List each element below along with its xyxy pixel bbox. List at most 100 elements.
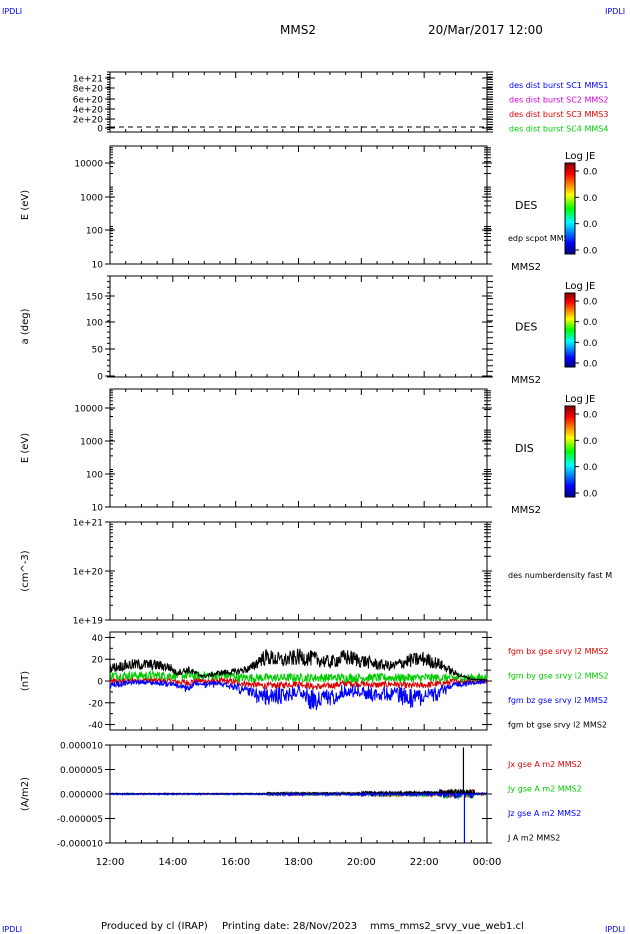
panel-1-frame <box>109 71 488 133</box>
panel-3-ytick-label: 0 <box>97 373 103 383</box>
footer-printing-date: Printing date: 28/Nov/2023 <box>222 921 357 932</box>
panel-6-ylabel: (nT) <box>20 671 31 691</box>
legend-fgm-3: fgm bz gse srvy l2 MMS2 <box>508 696 608 705</box>
panel-4-ytick-label: 1000 <box>80 438 103 448</box>
xaxis-tick-label: 14:00 <box>158 857 187 868</box>
panel-4-colorbar-tick-label: 0.0 <box>583 490 598 500</box>
panel-1-ytick-label: 0 <box>97 125 103 135</box>
panel-2-colorbar-tick-label: 0.0 <box>583 247 598 257</box>
panel-4-ylabel: E (eV) <box>20 433 31 463</box>
panel-4-instrument-label: DIS <box>515 442 534 455</box>
panel-6-ytick-label: 20 <box>92 656 104 666</box>
panel-1-ytick-label: 6e+20 <box>73 96 104 106</box>
panel-2-annotation: edp scpot MMS2 <box>508 234 574 243</box>
panel-4-colorbar-tick-label: 0.0 <box>583 411 598 421</box>
panel-2-spacecraft-label: MMS2 <box>511 262 541 273</box>
corner-label-top-left: IPDLI <box>2 7 22 16</box>
panel-2-colorbar-tick-label: 0.0 <box>583 194 598 204</box>
panel-6-ytick-label: -40 <box>88 721 103 731</box>
panel-7-ylabel: (A/m2) <box>20 777 31 811</box>
legend-des-numberdensity: des numberdensity fast M <box>508 571 612 580</box>
panel-2-ytick-label: 100 <box>86 227 103 237</box>
footer-produced-by: Produced by cl (IRAP) <box>101 921 208 932</box>
corner-label-bottom-left: IPDLI <box>2 925 22 934</box>
panel-2-ytick-label: 1000 <box>80 194 103 204</box>
fgm-by-series <box>109 669 488 684</box>
panel-1-ytick-label: 1e+21 <box>73 75 103 85</box>
legend-des-dist-sc2: des dist burst SC2 MMS2 <box>509 96 608 105</box>
panel-3-colorbar-tick-label: 0.0 <box>583 318 598 328</box>
legend-des-dist-sc3: des dist burst SC3 MMS3 <box>509 110 608 119</box>
panel-2-colorbar-title: Log JE <box>565 151 595 162</box>
panel-5-ylabel: (cm^-3) <box>20 550 31 591</box>
panel-5-frame <box>109 521 488 621</box>
panel-1-ytick-label: 8e+20 <box>73 85 104 95</box>
panel-2-frame <box>109 145 488 265</box>
legend-fgm-2: fgm by gse srvy l2 MMS2 <box>508 672 609 681</box>
panel-2-ytick-label: 10000 <box>74 160 103 170</box>
panel-3-instrument-label: DES <box>515 321 537 334</box>
spacecraft-title: MMS2 <box>280 23 316 37</box>
xaxis-tick-label: 20:00 <box>347 857 376 868</box>
xaxis-tick-label: 12:00 <box>96 857 125 868</box>
panel-3-colorbar-title: Log JE <box>565 281 595 292</box>
panel-4-colorbar-title: Log JE <box>565 394 595 405</box>
panel-4-ytick-label: 10000 <box>74 405 103 415</box>
panel-3-colorbar-tick-label: 0.0 <box>583 298 598 308</box>
panel-3-ytick-label: 100 <box>86 319 103 329</box>
fgm-bz-series <box>109 678 488 711</box>
panel-2-ytick-label: 10 <box>92 261 104 271</box>
corner-label-top-right: IPDLI <box>605 7 625 16</box>
panel-1-ytick-label: 2e+20 <box>73 116 104 126</box>
panel-4-colorbar <box>564 405 576 498</box>
legend-j-1: Jx gse A m2 MMS2 <box>507 760 582 769</box>
legend-j-2: Jy gse A m2 MMS2 <box>507 785 582 794</box>
xaxis-tick-label: 22:00 <box>410 857 439 868</box>
panel-2-instrument-label: DES <box>515 199 537 212</box>
panel-3-ytick-label: 50 <box>92 346 104 356</box>
panel-6-ytick-label: -20 <box>88 699 103 709</box>
panel-7-ytick-label: 0.000000 <box>60 791 103 801</box>
legend-j-3: Jz gse A m2 MMS2 <box>507 809 581 818</box>
panel-2-colorbar-tick-label: 0.0 <box>583 220 598 230</box>
legend-des-dist-sc1: des dist burst SC1 MMS1 <box>509 81 608 90</box>
panel-1-ytick-label: 4e+20 <box>73 106 104 116</box>
panel-5-ytick-label: 1e+20 <box>73 568 104 578</box>
panel-4-frame <box>109 388 488 508</box>
panel-6-ytick-label: 40 <box>92 634 104 644</box>
panel-4-spacecraft-label: MMS2 <box>511 505 541 516</box>
panel-2-colorbar-tick-label: 0.0 <box>583 168 598 178</box>
xaxis-tick-label: 00:00 <box>473 857 502 868</box>
legend-fgm-1: fgm bx gse srvy l2 MMS2 <box>508 647 609 656</box>
panel-3-ytick-label: 150 <box>86 293 103 303</box>
panel-3-colorbar-tick-label: 0.0 <box>583 360 598 370</box>
panel-7-ytick-label: 0.000005 <box>60 766 103 776</box>
panel-3-spacecraft-label: MMS2 <box>511 375 541 386</box>
legend-j-4: J A m2 MMS2 <box>507 834 560 843</box>
datetime-title: 20/Mar/2017 12:00 <box>428 23 543 37</box>
j-total-series <box>109 788 488 796</box>
panel-7-ytick-label: 0.000010 <box>60 742 103 752</box>
panel-3-ylabel: a (deg) <box>20 308 31 344</box>
panel-7-ytick-label: -0.000005 <box>57 815 103 825</box>
panel-2-colorbar <box>564 162 576 255</box>
footer-filename: mms_mms2_srvy_vue_web1.cl <box>370 921 524 932</box>
xaxis-tick-label: 16:00 <box>221 857 250 868</box>
panel-5-ytick-label: 1e+21 <box>73 519 103 529</box>
legend-fgm-4: fgm bt gse srvy l2 MMS2 <box>508 721 607 730</box>
panel-3-colorbar <box>564 292 576 368</box>
panel-4-colorbar-tick-label: 0.0 <box>583 437 598 447</box>
panel-4-ytick-label: 10 <box>92 504 104 514</box>
panel-5-ytick-label: 1e+19 <box>73 617 104 627</box>
panel-3-frame <box>109 275 488 378</box>
panel-3-colorbar-tick-label: 0.0 <box>583 339 598 349</box>
xaxis-tick-label: 18:00 <box>284 857 313 868</box>
panel-4-colorbar-tick-label: 0.0 <box>583 463 598 473</box>
fgm-bt-series <box>109 648 488 681</box>
legend-des-dist-sc4: des dist burst SC4 MMS4 <box>509 125 608 134</box>
panel-7-ytick-label: -0.000010 <box>57 840 103 850</box>
panel-2-ylabel: E (eV) <box>20 190 31 220</box>
panel-4-ytick-label: 100 <box>86 471 103 481</box>
corner-label-bottom-right: IPDLI <box>605 925 625 934</box>
